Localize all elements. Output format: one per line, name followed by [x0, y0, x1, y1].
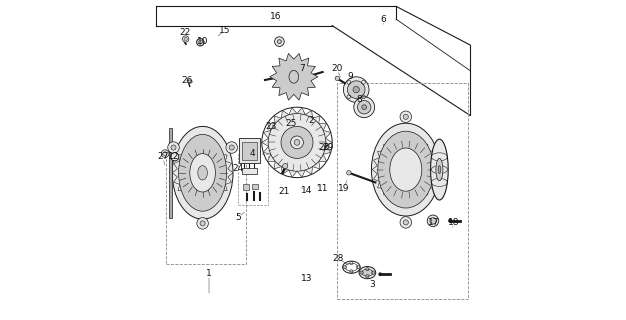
Circle shape [427, 215, 439, 227]
Bar [242, 142, 257, 160]
Text: 25: 25 [285, 119, 296, 128]
Text: 24: 24 [232, 164, 244, 172]
Circle shape [168, 142, 179, 153]
Ellipse shape [431, 139, 448, 200]
Text: 9: 9 [347, 72, 352, 81]
Ellipse shape [294, 140, 300, 145]
Ellipse shape [281, 126, 313, 158]
Text: 11: 11 [317, 184, 329, 193]
Circle shape [197, 218, 208, 229]
Ellipse shape [371, 123, 440, 216]
Ellipse shape [378, 131, 434, 208]
Circle shape [226, 142, 237, 153]
Text: 27: 27 [157, 152, 168, 161]
Bar [242, 168, 257, 174]
Circle shape [430, 218, 436, 224]
Ellipse shape [344, 77, 369, 102]
Circle shape [197, 38, 204, 46]
Text: 22: 22 [180, 28, 191, 36]
Bar [243, 184, 249, 190]
Bar [252, 184, 258, 189]
Text: 3: 3 [369, 280, 375, 289]
Text: 8: 8 [357, 95, 362, 104]
Ellipse shape [354, 97, 374, 118]
Polygon shape [270, 53, 318, 100]
Text: 26: 26 [181, 76, 192, 84]
Text: 21: 21 [278, 188, 289, 196]
Polygon shape [169, 128, 172, 218]
Circle shape [184, 37, 187, 41]
Ellipse shape [359, 267, 376, 279]
Circle shape [403, 114, 408, 119]
Polygon shape [372, 136, 439, 203]
Circle shape [229, 145, 234, 150]
Ellipse shape [353, 86, 359, 93]
Circle shape [162, 150, 169, 157]
Circle shape [448, 219, 452, 223]
Text: 28: 28 [332, 254, 344, 263]
Text: 16: 16 [270, 12, 282, 21]
Ellipse shape [190, 154, 215, 192]
Ellipse shape [172, 126, 233, 219]
Text: 2: 2 [309, 116, 314, 124]
Polygon shape [172, 142, 233, 203]
Circle shape [379, 273, 382, 276]
Circle shape [171, 145, 176, 150]
Text: 7: 7 [299, 64, 305, 73]
Circle shape [335, 76, 339, 81]
Text: 20: 20 [331, 64, 342, 73]
Ellipse shape [347, 81, 365, 99]
Text: 6: 6 [381, 15, 386, 24]
Ellipse shape [275, 37, 284, 46]
Text: 18: 18 [448, 218, 459, 227]
Text: 29: 29 [322, 143, 334, 152]
Ellipse shape [357, 100, 371, 114]
Circle shape [400, 217, 411, 228]
Circle shape [182, 36, 189, 42]
Ellipse shape [362, 269, 373, 276]
Ellipse shape [178, 134, 227, 211]
Text: 13: 13 [301, 274, 312, 283]
Text: 19: 19 [337, 184, 349, 193]
Text: 10: 10 [197, 37, 208, 46]
Text: 5: 5 [235, 213, 240, 222]
Ellipse shape [390, 148, 422, 191]
Text: 14: 14 [301, 186, 312, 195]
Ellipse shape [268, 114, 326, 171]
Circle shape [347, 171, 351, 175]
Circle shape [198, 40, 202, 44]
Bar [239, 138, 260, 163]
Ellipse shape [290, 136, 304, 149]
Circle shape [400, 111, 411, 123]
Ellipse shape [436, 158, 443, 181]
Text: 12: 12 [168, 152, 180, 161]
Ellipse shape [438, 166, 441, 173]
Circle shape [171, 153, 179, 161]
Ellipse shape [277, 40, 281, 44]
Ellipse shape [362, 105, 367, 109]
Text: 26: 26 [318, 143, 329, 152]
Text: 17: 17 [428, 218, 439, 227]
Text: 23: 23 [265, 122, 277, 131]
Circle shape [403, 220, 408, 225]
Ellipse shape [187, 80, 192, 83]
Ellipse shape [198, 166, 207, 180]
Circle shape [200, 221, 205, 226]
Polygon shape [262, 108, 332, 177]
Text: 4: 4 [249, 149, 255, 158]
Text: 1: 1 [206, 269, 212, 278]
Circle shape [282, 164, 288, 169]
Text: 15: 15 [219, 26, 231, 35]
Ellipse shape [289, 70, 299, 83]
